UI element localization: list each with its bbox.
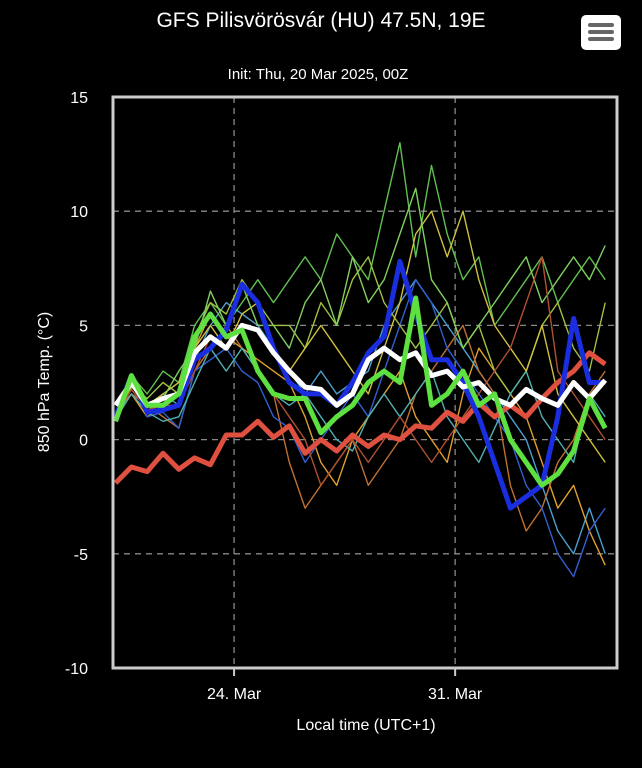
ensemble-member-line <box>114 256 606 486</box>
ensemble-member-line <box>114 279 606 578</box>
x-axis: 24. Mar 31. Mar <box>207 668 483 703</box>
ensemble-member-line <box>114 279 606 555</box>
x-axis-label: Local time (UTC+1) <box>296 717 435 734</box>
y-axis-label: 850 hPa Temp. (°C) <box>36 312 53 452</box>
y-tick-label: 15 <box>70 90 88 107</box>
y-tick-label: -10 <box>65 661 88 678</box>
ensemble-member-line <box>115 324 606 532</box>
y-tick-label: -5 <box>74 547 88 564</box>
ensemble-member-line <box>115 347 606 464</box>
menu-bar <box>588 23 614 27</box>
highlighted-series <box>113 258 608 511</box>
menu-bar <box>588 30 614 34</box>
plot-frame <box>111 95 619 670</box>
ensemble-mean-line <box>113 322 608 408</box>
ensemble-member-line <box>114 187 606 418</box>
y-axis: 15 10 5 0 -5 -10 <box>65 90 88 678</box>
climate-line <box>113 350 607 485</box>
y-tick-label: 5 <box>79 318 88 335</box>
x-tick-label: 24. Mar <box>207 686 262 703</box>
ensemble-member-line <box>114 210 606 463</box>
operational-run-line <box>113 295 608 488</box>
hamburger-menu-button[interactable] <box>581 15 621 50</box>
y-tick-label: 0 <box>79 433 88 450</box>
menu-bar <box>588 37 614 41</box>
chart-subtitle: Init: Thu, 20 Mar 2025, 00Z <box>228 66 409 83</box>
grid <box>113 97 617 668</box>
control-run-line <box>113 258 606 511</box>
ensemble-members <box>114 142 606 578</box>
x-tick-label: 31. Mar <box>428 686 483 703</box>
chart-title: GFS Pilisvörösvár (HU) 47.5N, 19E <box>156 9 485 32</box>
y-tick-label: 10 <box>70 204 88 221</box>
